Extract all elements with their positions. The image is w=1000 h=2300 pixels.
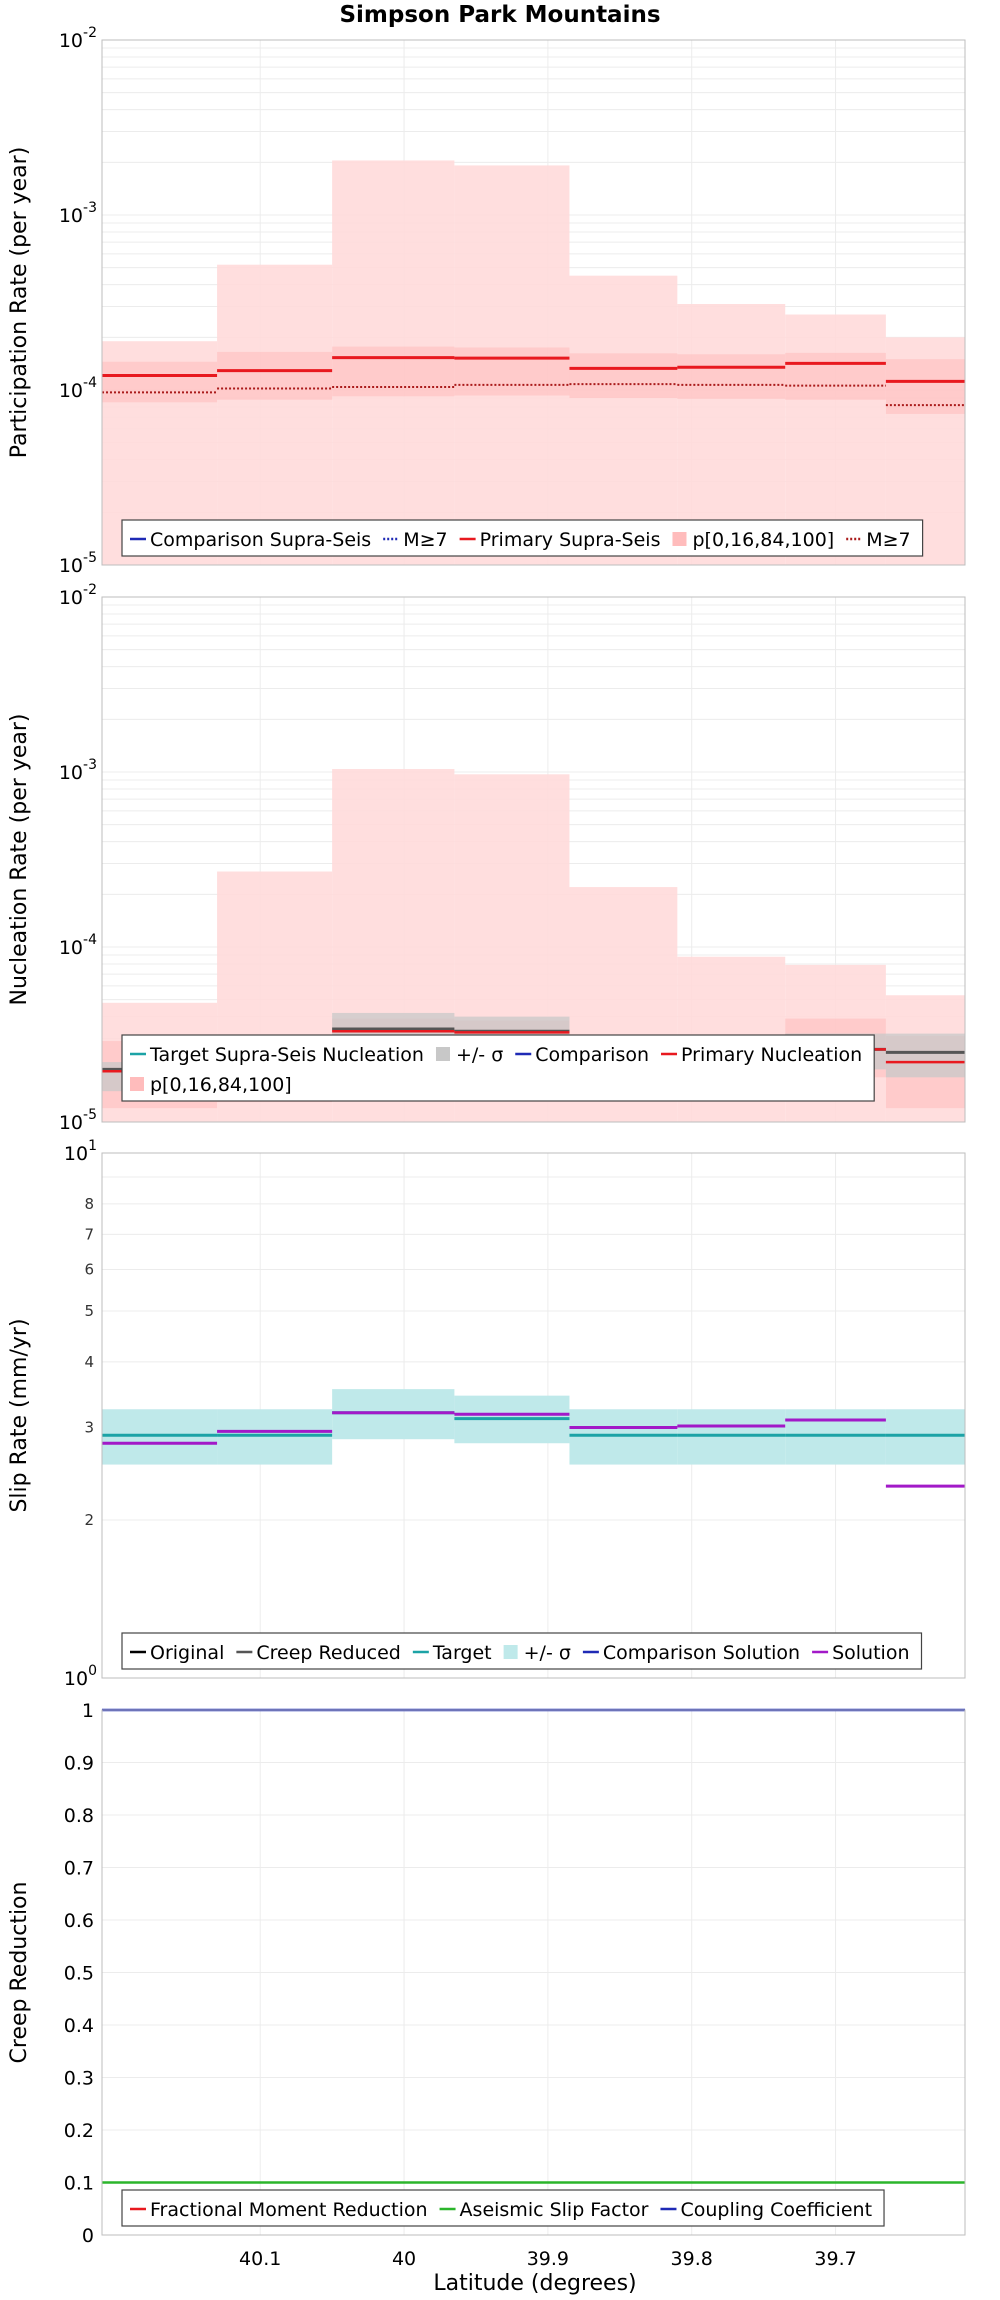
x-tick-label: 40.1 [239, 2248, 281, 2270]
p-band-16-84-segment [332, 346, 455, 397]
panel-participation: 10-5 10-4 10-3 10-2 Participation Rate (per … [7, 25, 966, 577]
p-band-16-84-segment [885, 359, 965, 414]
y-tick-label: 6 [84, 1260, 94, 1278]
p-band-16-84-segment [102, 361, 218, 403]
y-axis-label: Nucleation Rate (per year) [7, 714, 32, 1006]
sigma-band-segment [677, 1409, 786, 1465]
legend-swatch [672, 532, 687, 546]
y-tick-label: 0.8 [64, 1805, 94, 1827]
legend-label: Comparison [535, 1044, 649, 1066]
legend: Comparison Supra-Seis M≥7 Primary Supra-Se… [121, 519, 924, 557]
legend-swatch [503, 1645, 518, 1659]
p-band-16-84-segment [454, 347, 570, 396]
y-tick-label: 0.7 [64, 1858, 94, 1880]
panel-nucleation: 10-5 10-4 10-3 10-2 Nucleation Rate (per yea… [7, 582, 966, 1134]
legend-swatch [130, 1077, 144, 1091]
y-tick-label: 10-5 [59, 1107, 97, 1134]
sigma-band-segment [785, 1409, 886, 1465]
y-tick-label: 0 [82, 2225, 94, 2247]
sigma-band-segment [885, 1033, 965, 1078]
sigma-band-segment [885, 1409, 965, 1465]
x-tick-label: 39.9 [527, 2248, 569, 2270]
legend-label: +/- σ [524, 1642, 571, 1664]
legend-label: Fractional Moment Reduction [150, 2199, 428, 2221]
plot-frame [101, 39, 966, 566]
x-tick-label: 40 [392, 2248, 416, 2270]
legend-box [121, 1632, 923, 1670]
y-tick-label: 0.5 [64, 1963, 94, 1985]
sigma-band-segment [569, 1409, 678, 1465]
y-tick-label: 10-3 [59, 200, 97, 227]
panels-group: 10-5 10-4 10-3 10-2 Participation Rate (per … [7, 25, 966, 2270]
plot-frame [101, 596, 966, 1123]
p-band-16-84-segment [677, 354, 786, 399]
legend-label: Creep Reduced [256, 1642, 400, 1664]
legend: Original Creep Reduced Target +/- σ Comparis… [121, 1632, 923, 1670]
legend-label: Coupling Coefficient [680, 2199, 872, 2221]
y-tick-label: 0.1 [64, 2173, 94, 2195]
legend-label: p[0,16,84,100] [692, 529, 834, 551]
y-tick-label: 0.3 [64, 2068, 94, 2090]
y-tick-label: 0.9 [64, 1753, 94, 1775]
panel-slip: 100 101 2 3 4 5 6 7 8 Slip Rate (mm/yr) Original Cr… [7, 1138, 966, 1690]
p-band-segment [217, 264, 333, 565]
legend-label: Original [150, 1642, 224, 1664]
y-tick-label: 101 [64, 1138, 97, 1165]
legend-label: Comparison Solution [603, 1642, 800, 1664]
y-tick-label: 0.2 [64, 2120, 94, 2142]
legend-label: Comparison Supra-Seis [150, 529, 371, 551]
sigma-band-segment [102, 1409, 218, 1465]
y-tick-label: 10-3 [59, 757, 97, 784]
legend-label: Target [432, 1642, 492, 1664]
y-axis-label: Slip Rate (mm/yr) [7, 1318, 32, 1512]
legend-label: Target Supra-Seis Nucleation [149, 1044, 424, 1066]
y-tick-label: 0.4 [64, 2015, 94, 2037]
y-tick-label: 1 [82, 1700, 94, 1722]
y-tick-label: 4 [84, 1353, 94, 1371]
y-tick-label: 3 [84, 1419, 94, 1437]
p-band-16-84-segment [217, 351, 333, 400]
y-axis-label: Participation Rate (per year) [7, 147, 32, 459]
y-tick-label: 10-2 [59, 25, 97, 52]
p-band-16-84-segment [785, 352, 886, 400]
legend-label: Primary Supra-Seis [480, 529, 661, 551]
legend-box [121, 2189, 885, 2227]
y-tick-label: 10-4 [59, 932, 97, 959]
y-tick-label: 0.6 [64, 1910, 94, 1932]
x-tick-label: 39.7 [814, 2248, 856, 2270]
x-tick-label: 39.8 [671, 2248, 713, 2270]
plot-frame [101, 1709, 966, 2236]
y-tick-label: 100 [64, 1663, 97, 1690]
p-band-16-84-segment [569, 353, 678, 399]
panel-creep: 0 0.1 0.2 0.3 0.4 0.5 0.6 0.7 0.8 0.9 1 Creep Reduc… [7, 1700, 966, 2270]
y-tick-label: 7 [84, 1225, 94, 1243]
y-tick-label: 5 [84, 1302, 94, 1320]
legend-label: M≥7 [866, 529, 910, 551]
legend: Fractional Moment Reduction Aseismic Slip… [121, 2189, 885, 2227]
p-band-segment [569, 275, 678, 565]
legend-label: +/- σ [456, 1044, 503, 1066]
legend-label: M≥7 [403, 529, 447, 551]
legend-label: p[0,16,84,100] [150, 1074, 292, 1096]
x-axis-label: Latitude (degrees) [433, 2271, 636, 2296]
plot-frame [101, 1152, 966, 1679]
y-axis-label: Creep Reduction [7, 1882, 32, 2064]
y-tick-label: 10-4 [59, 375, 97, 402]
legend: Target Supra-Seis Nucleation +/- σ Compari… [121, 1034, 875, 1102]
chart-title: Simpson Park Mountains [339, 2, 660, 28]
legend-box [121, 519, 924, 557]
y-tick-label: 10-2 [59, 582, 97, 609]
legend-label: Aseismic Slip Factor [460, 2199, 649, 2221]
sigma-band-segment [217, 1409, 333, 1465]
y-tick-label: 2 [84, 1511, 94, 1529]
y-tick-label: 10-5 [59, 550, 97, 577]
legend-swatch [435, 1047, 450, 1061]
legend-box [121, 1034, 875, 1102]
legend-label: Solution [832, 1642, 909, 1664]
legend-label: Primary Nucleation [681, 1044, 862, 1066]
y-tick-label: 8 [84, 1195, 94, 1213]
